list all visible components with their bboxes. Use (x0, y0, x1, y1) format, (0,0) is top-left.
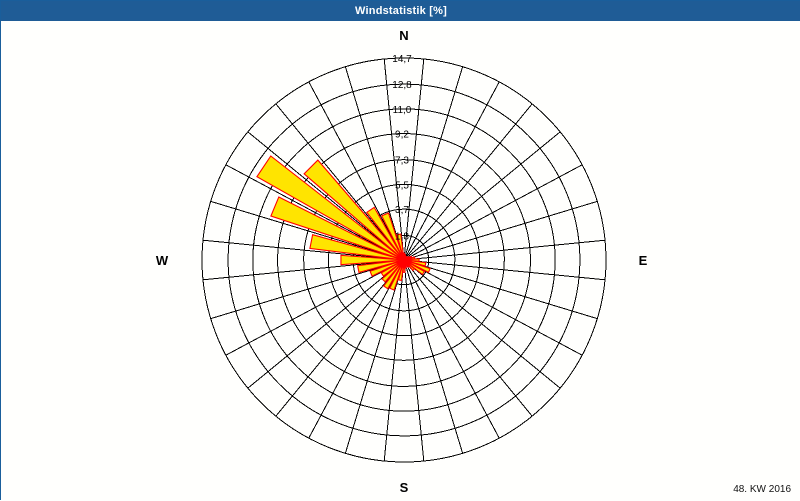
compass-labels: N S W E (156, 28, 648, 495)
wind-rose-petal (389, 259, 405, 291)
wind-rose-petal (403, 259, 426, 276)
wind-rose-petal (381, 259, 405, 283)
radial-tick-labels: 1,8 3,7 5,5 7,3 9,2 11,0 12,8 14,7 (392, 54, 412, 242)
wind-rose-petal (380, 212, 405, 261)
wind-rose-petal (396, 233, 405, 261)
radial-tick-label: 11,0 (393, 105, 412, 116)
polar-grid (201, 57, 607, 463)
radial-tick-label: 7,3 (395, 156, 409, 167)
wind-rose-petal (356, 259, 405, 274)
wind-rose-petal (303, 159, 405, 261)
wind-rose-petal (382, 259, 405, 290)
wind-rose-petal (380, 259, 405, 277)
wind-rose-petal (369, 259, 405, 277)
wind-rose-svg: 1,8 3,7 5,5 7,3 9,2 11,0 12,8 14,7 N S W E (156, 28, 648, 495)
wind-rose-petals (256, 155, 431, 291)
radial-tick-label: 3,7 (395, 205, 409, 216)
wind-rose-petal (270, 196, 405, 261)
window-title-bar: Windstatistik [%] (1, 1, 800, 21)
compass-label-north: N (399, 28, 408, 43)
page-title: Windstatistik [%] (355, 5, 447, 17)
compass-label-west: W (156, 253, 169, 268)
radial-tick-label: 5,5 (395, 180, 409, 191)
compass-label-east: E (639, 253, 648, 268)
wind-rose-petal (365, 206, 405, 261)
radial-tick-label: 14,7 (392, 54, 412, 65)
radial-tick-label: 9,2 (395, 130, 409, 141)
wind-rose-petal (256, 155, 405, 261)
radial-tick-label: 12,8 (392, 80, 412, 91)
radial-tick-label: 1,8 (395, 231, 409, 242)
compass-label-south: S (400, 480, 409, 495)
wind-rose-petal (309, 234, 405, 261)
wind-rose-petal (340, 254, 405, 266)
wind-rose-chart: 1,8 3,7 5,5 7,3 9,2 11,0 12,8 14,7 N S W E (1, 21, 800, 501)
period-label: 48. KW 2016 (733, 484, 791, 495)
